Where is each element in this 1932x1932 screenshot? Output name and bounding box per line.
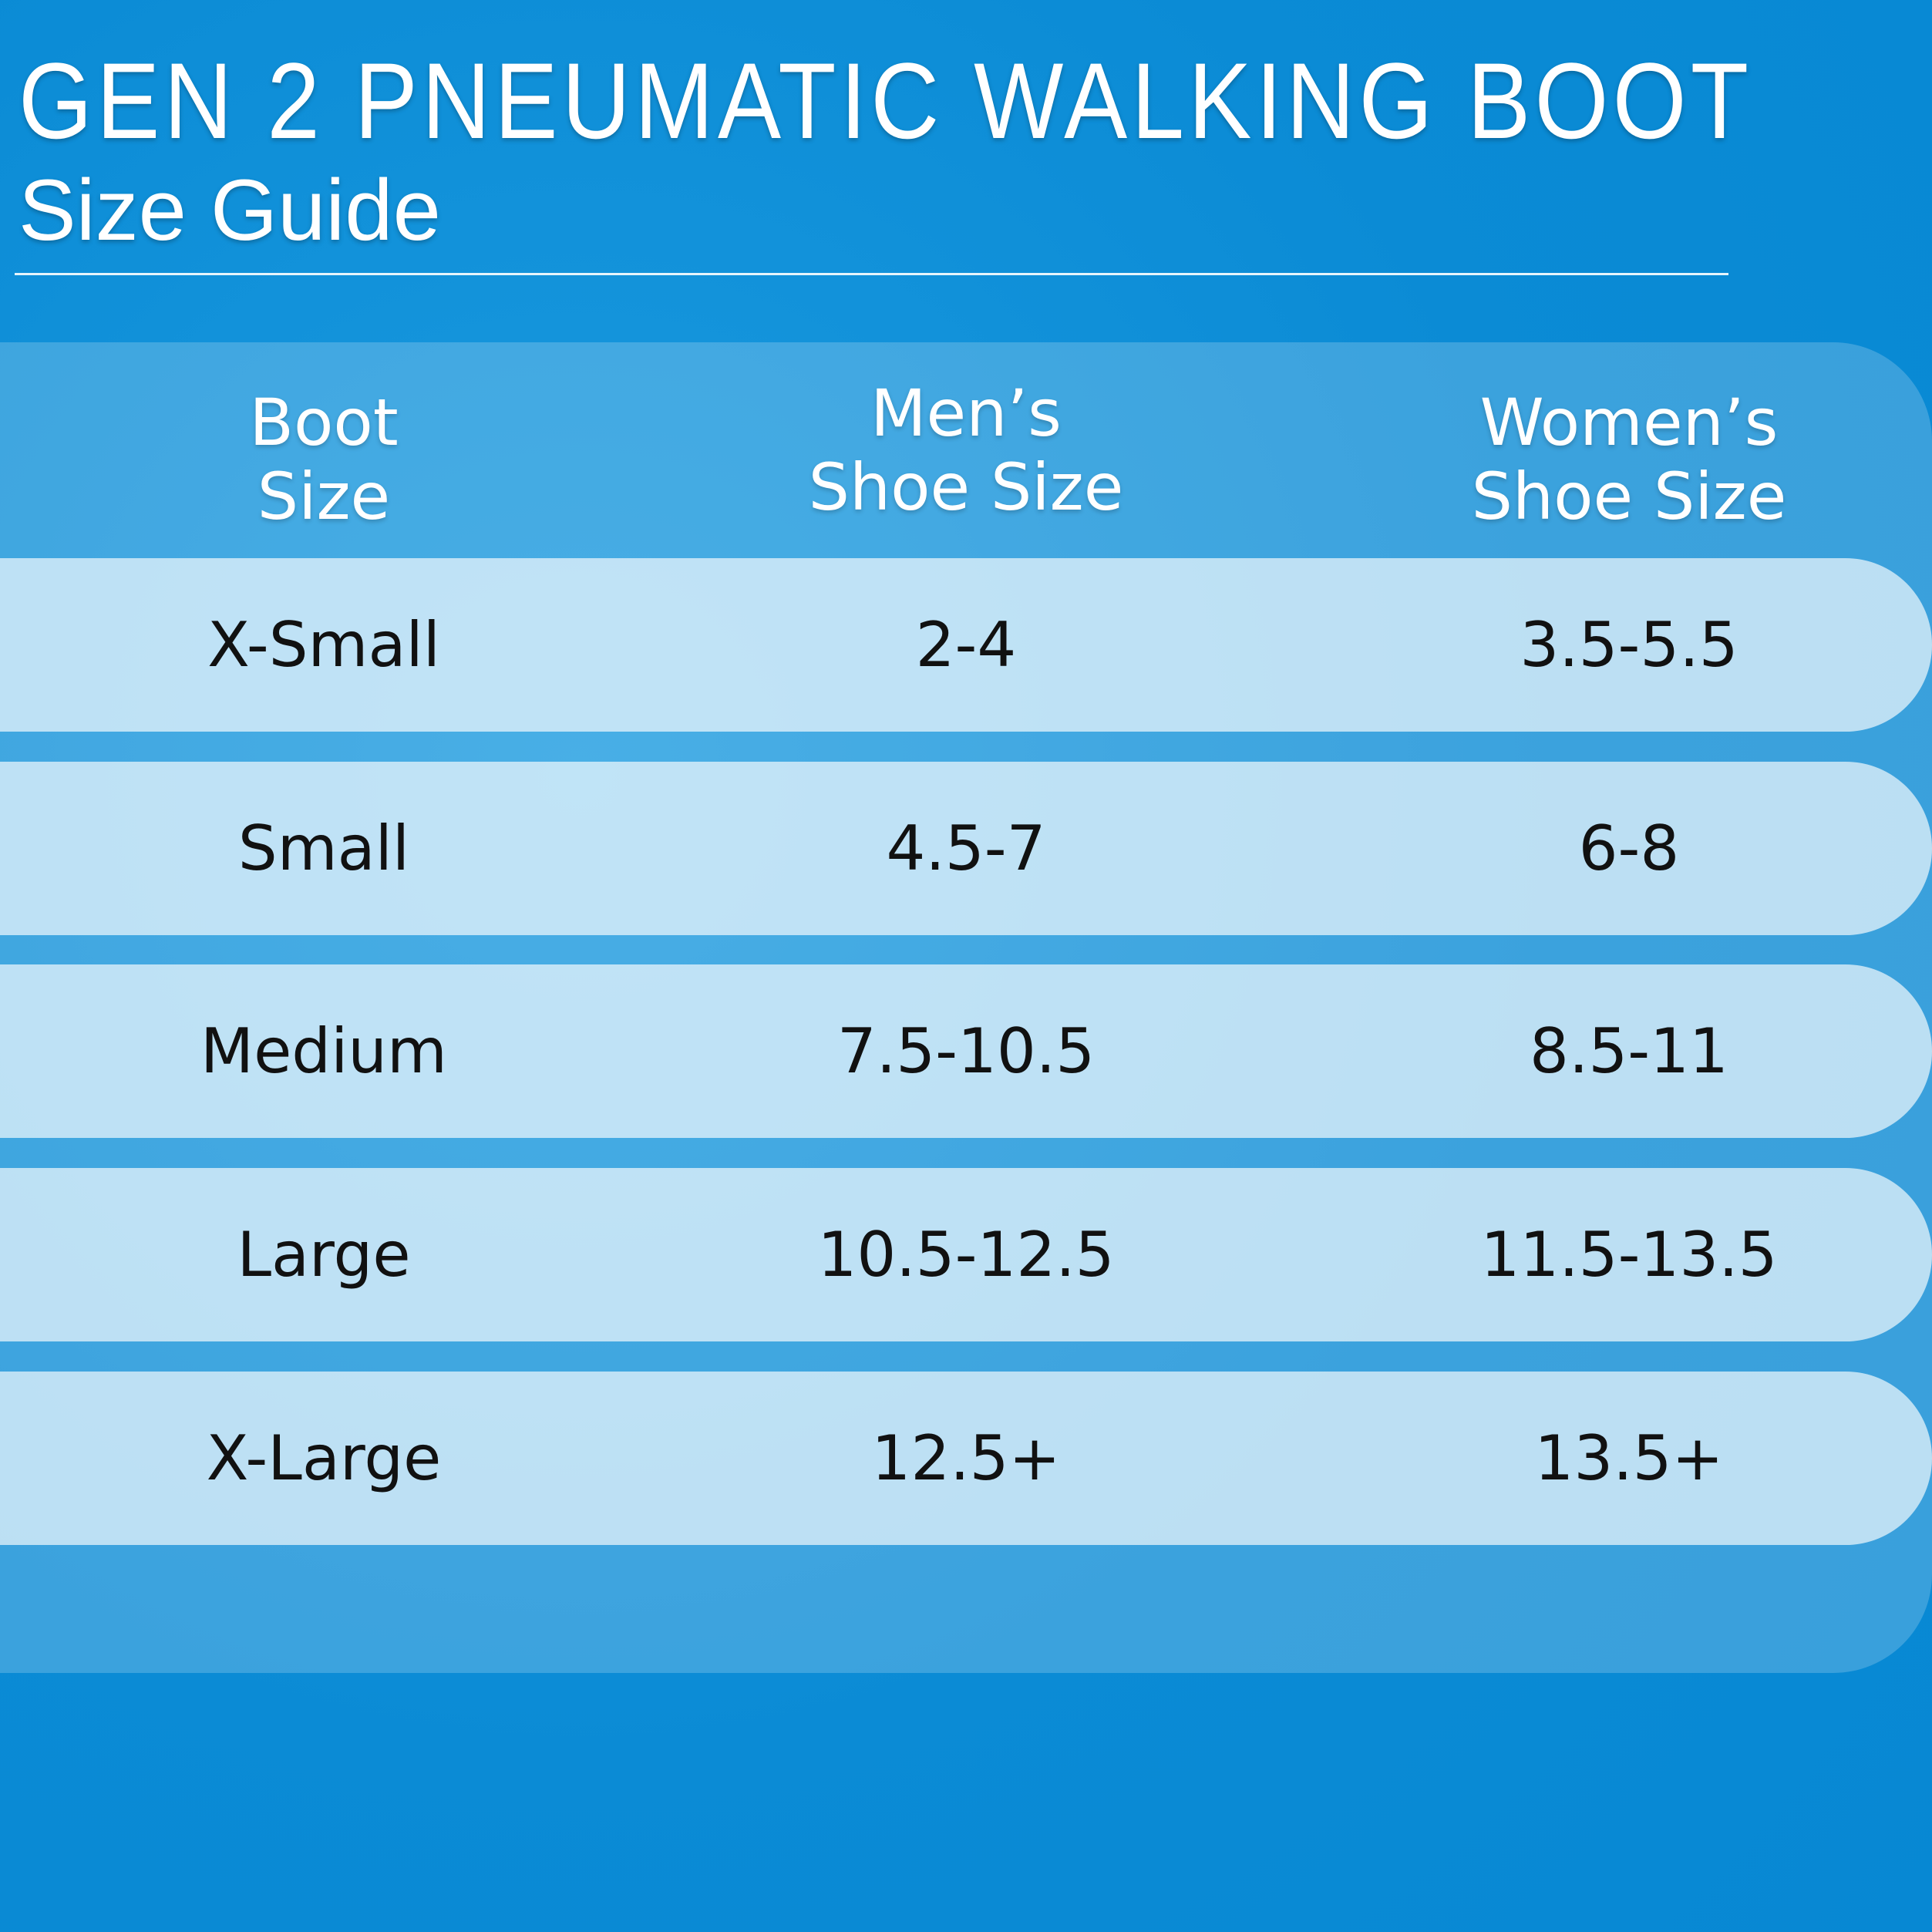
table-cell: Small [237,812,410,884]
table-cell: 11.5-13.5 [1480,1219,1778,1291]
title: GEN 2 PNEUMATIC WALKING BOOT [19,40,1753,161]
table-cell: X-Small [207,609,440,681]
table-cell: 3.5-5.5 [1520,609,1738,681]
column-header: Women’s Shoe Size [1359,385,1899,533]
subtitle: Size Guide [19,162,441,258]
header-line: Shoe Size [1471,459,1787,534]
table-cell: 13.5+ [1534,1422,1724,1494]
header-line: Boot [249,385,399,460]
header-line: Men’s [870,375,1062,451]
header-line: Shoe Size [808,449,1124,525]
column-header: Men’s Shoe Size [696,376,1236,524]
table-cell: 2-4 [915,609,1017,681]
table-row: Medium 7.5-10.5 8.5-11 [0,964,1932,1139]
table-row: X-Small 2-4 3.5-5.5 [0,558,1932,732]
table-cell: X-Large [206,1422,442,1494]
table-cell: Large [237,1219,411,1291]
table-cell: 7.5-10.5 [836,1015,1096,1088]
table-cell: 12.5+ [871,1422,1061,1494]
divider [15,273,1728,275]
table-cell: 6-8 [1578,812,1680,884]
column-header: Boot Size [54,385,594,533]
table-cell: Medium [200,1015,447,1088]
table-row: X-Large 12.5+ 13.5+ [0,1371,1932,1545]
table-row: Small 4.5-7 6-8 [0,761,1932,935]
table-cell: 8.5-11 [1530,1015,1728,1088]
table-cell: 4.5-7 [886,812,1046,884]
header-line: Women’s [1479,385,1779,460]
table-row: Large 10.5-12.5 11.5-13.5 [0,1168,1932,1342]
table-cell: 10.5-12.5 [817,1219,1115,1291]
header-line: Size [257,459,391,534]
